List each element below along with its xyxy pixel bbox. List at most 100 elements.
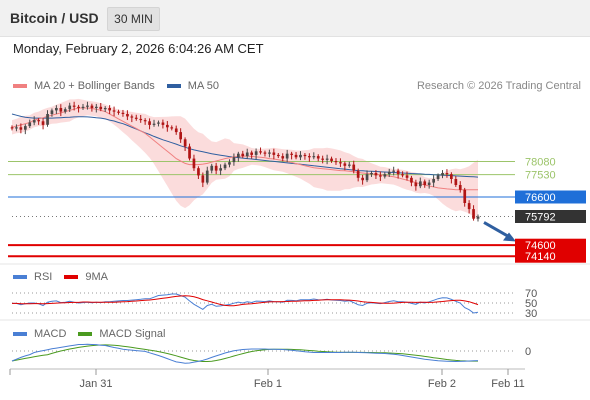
candle-body [223,164,227,169]
time-tick-label: Feb 1 [254,378,282,390]
candle-body [432,179,435,183]
candle-body [72,105,76,107]
candle-body [419,181,422,187]
candle-body [77,106,80,108]
level-74140-label: 74140 [525,251,556,263]
candle-body [445,173,449,175]
candle-body [410,177,413,183]
rsi-9ma-line [12,295,479,307]
candle-body [285,153,289,159]
chart-header: Bitcoin / USD 30 MIN [0,0,590,37]
candle-body [343,163,347,166]
candle-body [59,108,63,112]
legend-rsi9ma-label: 9MA [85,271,108,283]
candle-body [272,152,276,155]
candle-body [192,158,196,169]
candle-body [179,132,182,140]
research-credit: Research © 2026 Trading Central [416,80,581,92]
moving-average-group [11,107,516,242]
candle-body [214,165,218,171]
candle-body [32,120,36,123]
candle-body [134,117,138,119]
candle-body [339,162,342,164]
candle-body [303,154,307,157]
candle-body [126,114,129,117]
candle-body [103,108,107,110]
candle-body [241,153,245,157]
ma20-line [11,107,478,191]
candle-body [290,153,293,155]
candle-body [245,152,249,157]
candle-body [201,175,205,183]
candle-body [268,152,271,154]
candle-body [414,182,418,187]
candle-body [197,168,200,176]
candles-group [10,101,480,222]
candle-body [24,126,27,130]
forecast-arrow-icon [503,232,516,242]
candle-body [325,158,329,160]
candle-body [55,108,58,111]
candle-body [330,158,333,161]
legend-rsi-label: RSI [34,271,53,283]
candle-body [95,106,98,108]
candle-body [450,174,453,179]
candle-body [90,105,94,108]
time-tick-label: Jan 31 [79,378,112,390]
candle-body [316,156,320,159]
candle-body [259,151,262,153]
level-77530-label: 77530 [525,170,556,182]
candle-body [396,170,400,175]
candle-body [387,171,391,175]
candle-body [228,162,231,165]
candle-body [210,165,214,171]
candle-body [174,128,178,133]
candle-body [321,158,324,160]
candle-body [86,105,89,107]
candle-body [50,110,54,114]
ma50-line [11,113,479,178]
macd-line [11,343,479,364]
rsi-level-label: 50 [525,298,537,310]
candle-body [139,118,143,121]
legend-ma50-label: MA 50 [187,80,219,92]
candle-body [188,146,191,159]
candle-body [254,151,258,155]
candle-body [441,173,444,176]
candle-body [81,106,85,108]
level-74140-label-bg [515,249,586,263]
candle-body [294,154,298,158]
candle-body [312,156,316,158]
ma20-swatch-icon [13,84,27,88]
timestamp: Monday, February 2, 2026 6:04:26 AM CET [13,41,264,56]
candle-body [281,156,285,159]
level-74600-label-bg [515,238,586,252]
candle-body [334,161,338,163]
candle-body [476,216,480,219]
candle-body [383,174,387,177]
candle-body [374,173,378,176]
timeframe-button[interactable]: 30 MIN [107,7,160,31]
legend-ma20-label: MA 20 + Bollinger Bands [34,80,155,92]
macd-swatch-icon [13,332,27,336]
candle-body [308,156,311,158]
level-76600-label-bg [515,190,586,204]
candle-body [427,182,431,185]
candle-body [166,124,169,128]
candle-body [10,127,14,129]
legend-macd-signal-label: MACD Signal [99,328,166,340]
candle-body [121,112,125,114]
candle-body [463,189,467,203]
candle-body [299,154,302,158]
candle-body [219,168,222,171]
candle-body [263,152,267,154]
candle-body [250,152,253,155]
candle-body [467,203,471,210]
candle-body [436,175,440,179]
macd-signal-line [11,344,478,362]
rsi-legend: RSI 9MA [13,271,108,283]
level-75792-label: 75792 [525,212,556,224]
candle-body [361,177,364,181]
